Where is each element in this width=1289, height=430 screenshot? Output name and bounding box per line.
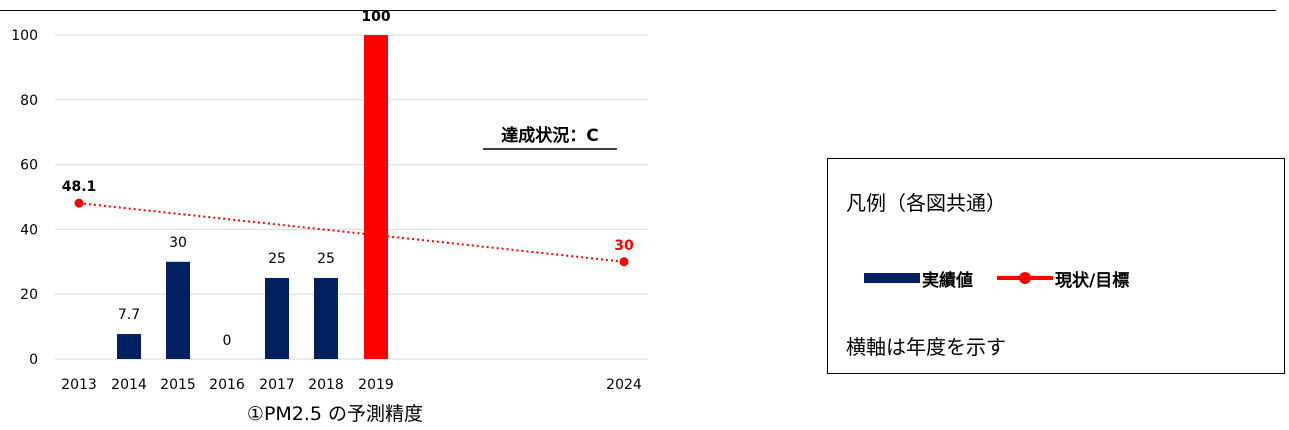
bars xyxy=(117,35,388,359)
chart-title: ①PM2.5 の予測精度 xyxy=(247,403,423,425)
legend-line-swatch xyxy=(997,266,1053,290)
x-tick-label: 2013 xyxy=(61,377,97,393)
bar-label-2019: 100 xyxy=(361,9,390,25)
bar-2014 xyxy=(117,334,141,359)
legend-title: 凡例（各図共通） xyxy=(846,191,1006,215)
bar-label-2016: 0 xyxy=(223,333,232,349)
legend-line-label: 現状/目標 xyxy=(1055,270,1130,291)
bar-label-2018: 25 xyxy=(317,251,335,267)
y-tick-label: 20 xyxy=(20,287,38,303)
y-tick-label: 0 xyxy=(29,352,38,368)
legend-box: 凡例（各図共通） 実績値 現状/目標 横軸は年度を示す xyxy=(827,158,1285,374)
target-line xyxy=(74,198,629,267)
y-tick-label: 40 xyxy=(20,222,38,238)
bar-label-2017: 25 xyxy=(268,251,286,267)
x-tick-label: 2019 xyxy=(358,377,394,393)
bar-2017 xyxy=(265,278,289,359)
x-tick-label: 2016 xyxy=(209,377,245,393)
line-point-2013 xyxy=(74,198,84,208)
legend-bar-label: 実績値 xyxy=(922,270,973,291)
bar-2019 xyxy=(364,35,388,359)
bar-2018 xyxy=(314,278,338,359)
bar-label-2015: 30 xyxy=(169,235,187,251)
x-axis-ticks: 2013 2014 2015 2016 2017 2018 2019 2024 xyxy=(61,377,642,393)
bar-label-2014: 7.7 xyxy=(118,307,140,323)
x-tick-label: 2014 xyxy=(111,377,147,393)
data-labels: 7.7 30 0 25 25 100 48.1 30 xyxy=(62,9,634,349)
target-line-path xyxy=(78,202,625,263)
x-tick-label: 2018 xyxy=(308,377,344,393)
y-tick-label: 80 xyxy=(20,93,38,109)
x-tick-label: 2024 xyxy=(606,377,642,393)
y-axis-ticks: 0 20 40 60 80 100 xyxy=(11,28,38,368)
line-label-2024: 30 xyxy=(614,238,634,254)
y-tick-label: 60 xyxy=(20,158,38,174)
x-tick-label: 2015 xyxy=(160,377,196,393)
achievement-status: 達成状況：C xyxy=(501,125,598,146)
legend-bar-swatch xyxy=(864,273,920,283)
legend-line-marker xyxy=(1019,272,1031,284)
line-label-2013: 48.1 xyxy=(62,179,97,195)
legend-note: 横軸は年度を示す xyxy=(846,335,1006,359)
top-rule xyxy=(0,10,1276,11)
gridlines xyxy=(55,34,648,360)
line-point-2024 xyxy=(619,257,629,267)
x-tick-label: 2017 xyxy=(259,377,295,393)
legend-row: 実績値 現状/目標 xyxy=(864,266,1130,291)
y-tick-label: 100 xyxy=(11,28,38,44)
bar-2015 xyxy=(166,261,190,359)
